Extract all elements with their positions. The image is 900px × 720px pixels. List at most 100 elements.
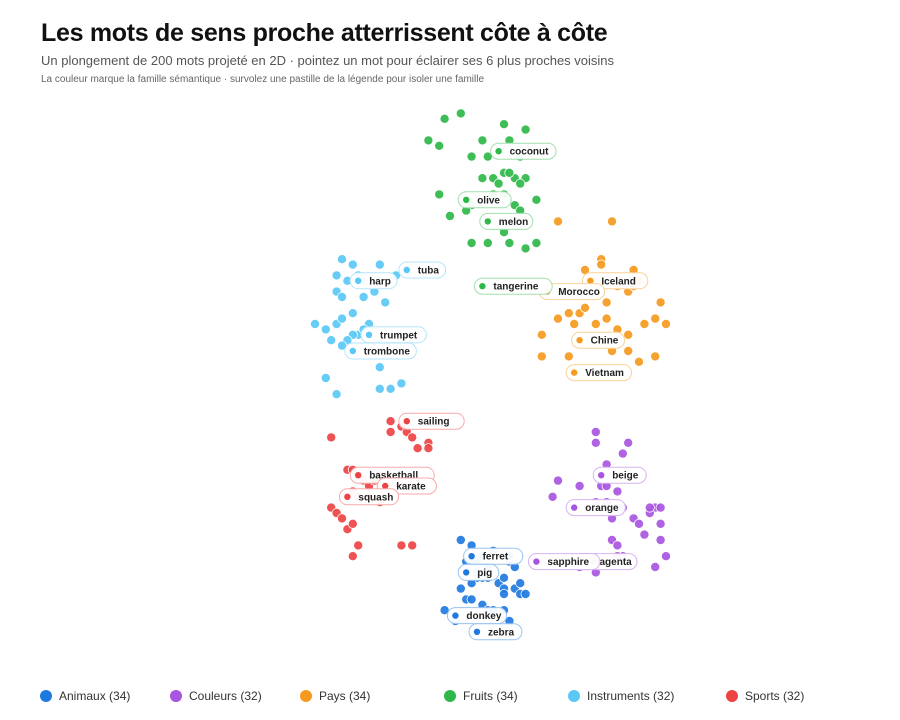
point-pays[interactable] [601,297,612,308]
point-instruments[interactable] [336,313,347,324]
point-instruments[interactable] [309,318,320,329]
point-pays[interactable] [650,313,661,324]
point-fruits[interactable] [477,135,488,146]
word-label-squash[interactable]: squash [338,488,400,506]
point-couleurs[interactable] [553,475,564,486]
point-fruits[interactable] [520,124,531,135]
point-instruments[interactable] [374,383,385,394]
legend-item-animaux[interactable]: Animaux (34) [40,689,130,703]
point-fruits[interactable] [444,210,455,221]
word-label-tuba[interactable]: tuba [398,261,447,279]
point-couleurs[interactable] [590,426,601,437]
point-instruments[interactable] [336,291,347,302]
point-sports[interactable] [407,540,418,551]
point-instruments[interactable] [331,389,342,400]
word-label-olive[interactable]: olive [457,191,512,209]
point-pays[interactable] [650,351,661,362]
point-fruits[interactable] [531,194,542,205]
word-label-melon[interactable]: melon [479,212,534,230]
point-pays[interactable] [596,259,607,270]
point-fruits[interactable] [439,113,450,124]
point-instruments[interactable] [320,324,331,335]
point-sports[interactable] [336,513,347,524]
point-fruits[interactable] [466,151,477,162]
point-fruits[interactable] [520,243,531,254]
legend-item-couleurs[interactable]: Couleurs (32) [170,689,262,703]
point-fruits[interactable] [504,167,515,178]
legend-item-pays[interactable]: Pays (34) [300,689,370,703]
point-instruments[interactable] [358,291,369,302]
point-pays[interactable] [623,329,634,340]
point-pays[interactable] [601,313,612,324]
point-couleurs[interactable] [650,562,661,573]
point-pays[interactable] [553,313,564,324]
point-animaux[interactable] [498,589,509,600]
point-pays[interactable] [623,345,634,356]
point-fruits[interactable] [466,237,477,248]
point-fruits[interactable] [482,237,493,248]
point-animaux[interactable] [455,583,466,594]
point-sports[interactable] [353,540,364,551]
point-sports[interactable] [347,551,358,562]
point-instruments[interactable] [336,254,347,265]
word-label-orange[interactable]: orange [565,499,626,517]
word-label-trumpet[interactable]: trumpet [360,326,427,344]
point-sports[interactable] [423,443,434,454]
point-couleurs[interactable] [655,502,666,513]
point-instruments[interactable] [326,335,337,346]
legend-swatch[interactable] [444,690,456,702]
point-animaux[interactable] [455,535,466,546]
point-pays[interactable] [536,351,547,362]
word-label-tangerine[interactable]: tangerine [473,277,553,295]
point-pays[interactable] [661,318,672,329]
point-instruments[interactable] [374,362,385,373]
legend-swatch[interactable] [170,690,182,702]
point-couleurs[interactable] [644,502,655,513]
point-instruments[interactable] [380,297,391,308]
point-sports[interactable] [396,540,407,551]
point-pays[interactable] [655,297,666,308]
point-pays[interactable] [580,302,591,313]
point-couleurs[interactable] [655,535,666,546]
point-fruits[interactable] [504,237,515,248]
word-label-beige[interactable]: beige [592,466,647,484]
point-pays[interactable] [590,318,601,329]
word-label-sailing[interactable]: sailing [398,412,465,430]
legend-swatch[interactable] [300,690,312,702]
point-animaux[interactable] [498,572,509,583]
point-couleurs[interactable] [574,480,585,491]
point-pays[interactable] [569,318,580,329]
point-fruits[interactable] [493,178,504,189]
point-fruits[interactable] [455,108,466,119]
legend-item-sports[interactable]: Sports (32) [726,689,804,703]
point-sports[interactable] [412,443,423,454]
point-instruments[interactable] [347,259,358,270]
point-couleurs[interactable] [547,491,558,502]
point-sports[interactable] [385,416,396,427]
point-instruments[interactable] [331,270,342,281]
point-couleurs[interactable] [634,518,645,529]
point-fruits[interactable] [434,189,445,200]
point-sports[interactable] [407,432,418,443]
point-fruits[interactable] [515,178,526,189]
point-couleurs[interactable] [623,437,634,448]
point-sports[interactable] [385,426,396,437]
point-pays[interactable] [634,356,645,367]
point-instruments[interactable] [320,372,331,383]
point-couleurs[interactable] [590,437,601,448]
point-sports[interactable] [326,432,337,443]
point-instruments[interactable] [374,259,385,270]
point-instruments[interactable] [385,383,396,394]
point-fruits[interactable] [531,237,542,248]
point-animaux[interactable] [515,578,526,589]
word-label-harp[interactable]: harp [349,272,398,290]
word-label-trombone[interactable]: trombone [344,342,417,360]
word-label-zebra[interactable]: zebra [468,623,523,641]
point-instruments[interactable] [347,308,358,319]
word-label-sapphire[interactable]: sapphire [527,553,601,571]
point-fruits[interactable] [434,140,445,151]
legend-item-instruments[interactable]: Instruments (32) [568,689,674,703]
point-pays[interactable] [563,308,574,319]
point-couleurs[interactable] [661,551,672,562]
